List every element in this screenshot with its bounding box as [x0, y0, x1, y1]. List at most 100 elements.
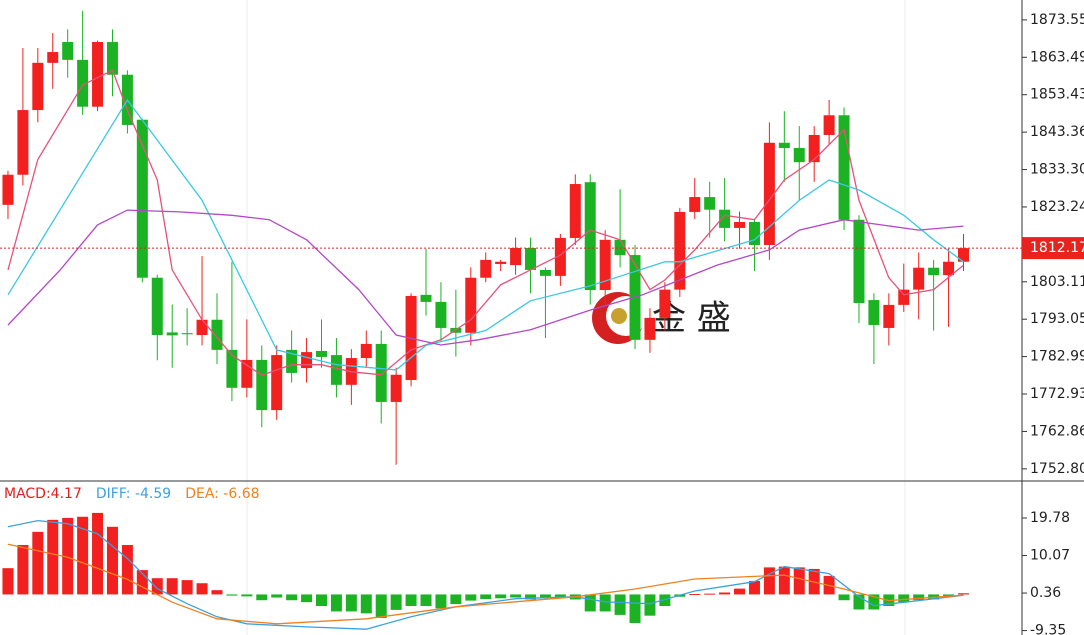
macd-bar	[136, 570, 148, 595]
candle-body	[734, 221, 746, 228]
macd-bar	[450, 594, 462, 605]
candle-body	[271, 355, 283, 411]
candle-body	[136, 119, 148, 278]
macd-bar	[151, 578, 163, 595]
macd-bar	[734, 588, 746, 595]
y-tick-label: 1752.80	[1030, 461, 1084, 477]
macd-bar	[390, 594, 402, 610]
candle-body	[659, 289, 671, 318]
moving-average-line	[7, 98, 964, 371]
macd-bar	[106, 526, 118, 595]
macd-bar	[271, 594, 283, 598]
macd-bar	[166, 578, 178, 595]
candle-body	[390, 374, 402, 402]
macd-bar	[868, 594, 880, 610]
macd-bar	[420, 594, 432, 607]
macd-bar	[629, 594, 641, 624]
macd-bar	[241, 594, 253, 597]
y-tick-label: 1803.11	[1030, 274, 1084, 290]
macd-bar	[92, 512, 104, 595]
candle-body	[375, 343, 387, 402]
candle-body	[301, 352, 313, 369]
y-tick-label: 1782.99	[1030, 349, 1084, 365]
macd-bar	[957, 593, 969, 595]
candle-body	[674, 211, 686, 290]
candle-body	[689, 197, 701, 212]
candle-body	[943, 261, 955, 276]
candle-body	[32, 62, 44, 111]
macd-bar	[898, 594, 910, 603]
macd-bar	[345, 594, 357, 612]
moving-average-line	[7, 209, 964, 346]
candle-body	[166, 332, 178, 336]
candle-body	[584, 182, 596, 291]
y-tick-label: 1762.86	[1030, 423, 1084, 439]
macd-bar	[644, 594, 656, 616]
candle-body	[614, 239, 626, 256]
candle-body	[226, 349, 238, 388]
candle-body	[211, 319, 223, 350]
candle-body	[599, 239, 611, 291]
macd-bar	[62, 517, 74, 595]
candle-body	[196, 319, 208, 335]
candle-body	[330, 355, 342, 385]
candle-body	[853, 219, 865, 304]
y-tick-label: 1863.49	[1030, 49, 1084, 65]
candle-body	[420, 294, 432, 302]
macd-bar	[256, 594, 268, 601]
macd-bar	[32, 531, 44, 595]
macd-bar	[793, 567, 805, 595]
candle-body	[883, 304, 895, 328]
macd-bar	[913, 594, 925, 601]
macd-bar	[77, 516, 89, 595]
candle-body	[286, 349, 298, 373]
candle-body	[539, 269, 551, 276]
y-tick-label: -9.35	[1030, 623, 1066, 635]
candle-body	[808, 134, 820, 163]
candle-body	[838, 115, 850, 220]
candle-body	[465, 277, 477, 333]
macd-bar	[47, 519, 59, 595]
macd-bar	[689, 594, 701, 596]
legend-entry: MACD:4.17	[4, 486, 82, 502]
candle-body	[719, 209, 731, 228]
candle-body	[106, 42, 118, 75]
macd-bar	[525, 594, 537, 600]
logo	[611, 308, 627, 324]
candle-body	[17, 110, 29, 175]
y-tick-label: 1873.55	[1030, 12, 1084, 28]
candle-body	[77, 59, 89, 107]
y-tick-label: 1793.05	[1030, 311, 1084, 327]
candle-body	[554, 237, 566, 276]
candle-body	[256, 359, 268, 411]
candle-body	[913, 267, 925, 290]
candle-body	[480, 259, 492, 278]
macd-bar	[121, 544, 133, 595]
macd-bar	[196, 583, 208, 595]
macd-bar	[226, 594, 238, 596]
last-price-box	[1022, 237, 1084, 260]
macd-bar	[659, 594, 671, 607]
last-price-label: 1812.17	[1030, 240, 1084, 256]
candle-body	[569, 184, 581, 238]
macd-bar	[584, 594, 596, 612]
macd-bar	[704, 593, 716, 595]
macd-bar	[853, 594, 865, 610]
legend-entry: DIFF: -4.59	[96, 486, 171, 502]
legend-entry: DEA: -6.68	[185, 486, 259, 502]
moving-average-line	[7, 69, 964, 376]
y-tick-label: 1823.24	[1030, 199, 1084, 215]
macd-bar	[748, 580, 760, 595]
candle-body	[181, 333, 193, 335]
candle-body	[793, 147, 805, 163]
macd-bar	[330, 594, 342, 612]
y-tick-label: 19.78	[1030, 510, 1070, 526]
macd-bar	[435, 594, 447, 609]
y-tick-label: 1843.36	[1030, 124, 1084, 140]
macd-bar	[614, 594, 626, 615]
macd-bar	[360, 594, 372, 614]
candle-body	[360, 343, 372, 359]
candle-body	[2, 174, 14, 205]
macd-bar	[465, 594, 477, 601]
